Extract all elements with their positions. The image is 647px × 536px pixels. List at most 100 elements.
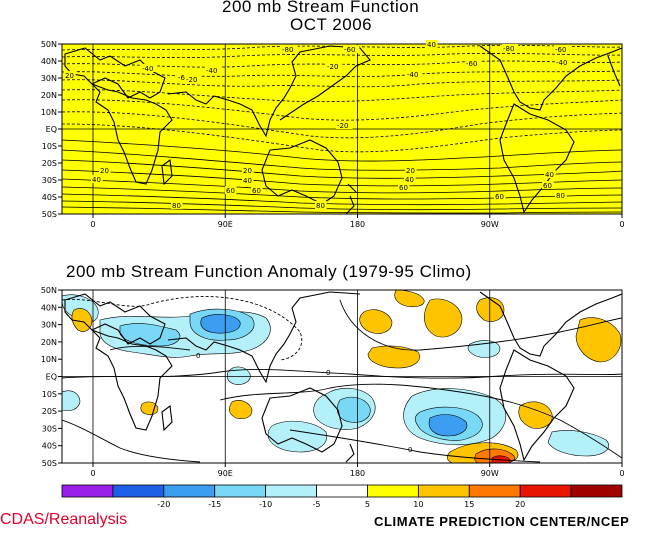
contour-label: 0 (408, 446, 412, 454)
anomaly-region (367, 345, 420, 369)
lat-label: 30S (42, 424, 57, 433)
contour-label: -20 (186, 76, 197, 84)
colorbar-label: -10 (259, 500, 272, 509)
contour-label: 60 (399, 184, 408, 192)
lat-label: 10S (42, 142, 57, 151)
anomaly-region (226, 366, 251, 385)
lat-label: 40S (42, 193, 57, 202)
lon-label: 180 (350, 469, 365, 478)
anomaly-region (267, 420, 328, 453)
bottom-grid (62, 290, 622, 463)
lon-label: 90E (218, 220, 233, 229)
colorbar-label: -20 (157, 500, 170, 509)
anomaly-region (428, 414, 468, 437)
contour-label: 20 (65, 72, 74, 80)
colorbar-swatch (163, 484, 216, 498)
anomaly-region (424, 298, 463, 338)
lon-label: 180 (350, 220, 365, 229)
contour-label: 40 (405, 176, 414, 184)
contour-label: 80 (316, 202, 325, 210)
lat-label: EQ (46, 125, 57, 134)
top-title-line2: OCT 2006 (290, 15, 373, 34)
lat-label: EQ (46, 373, 57, 382)
colorbar-label: 5 (365, 500, 370, 509)
lat-label: 20S (42, 407, 57, 416)
contour-label: -60 (344, 46, 355, 54)
cdas-reanalysis-credit: CDAS/Reanalysis (0, 511, 128, 528)
contour-label: 20 (243, 167, 252, 175)
anomaly-region (518, 401, 553, 429)
lat-label: 40S (42, 442, 57, 451)
contour-label: -60 (178, 74, 189, 82)
contour-label: -80 (503, 45, 514, 53)
colorbar-label: -5 (313, 500, 321, 509)
lon-label: 90E (218, 469, 233, 478)
anomaly-map: 0 0 0 50N 40N 30N 20N 10N EQ 10S 20S 30S 40S 50S 0 90… (41, 286, 625, 478)
contour-label: 60 (543, 182, 552, 190)
stream-function-map: -80 -60 -40 -60 -40 -20 -40 -60 -80 -60 -40 -20 -20 2… (41, 40, 625, 229)
contour-label: 80 (172, 202, 181, 210)
contour-label: 80 (556, 192, 565, 200)
contour-label: 40 (545, 171, 554, 179)
colorbar-swatch (468, 484, 521, 498)
lat-label: 50N (41, 40, 57, 49)
negative-contours (62, 45, 622, 153)
colorbar-swatch (265, 484, 317, 498)
contour-label: 40 (427, 41, 436, 49)
contour-label: 0 (196, 352, 200, 360)
anomaly-fills (62, 290, 622, 463)
colorbar-label: 10 (413, 500, 423, 509)
lat-label: 30N (41, 321, 57, 330)
anomaly-region (575, 317, 622, 363)
coastlines-bottom (64, 291, 622, 463)
contour-label: 40 (243, 177, 252, 185)
contour-label: -40 (142, 65, 153, 73)
contour-label: -60 (466, 60, 477, 68)
lat-label: 10N (41, 355, 57, 364)
contour-label: -60 (555, 46, 566, 54)
anomaly-region (62, 390, 81, 412)
lat-label: 20N (41, 338, 57, 347)
contour-label: 60 (252, 187, 261, 195)
contour-label: -80 (282, 46, 293, 54)
contour-label: 40 (92, 176, 101, 184)
anomaly-region (359, 309, 393, 334)
contour-label: -20 (337, 122, 348, 130)
lat-label: 10N (41, 108, 57, 117)
colorbar-label: 15 (464, 500, 474, 509)
contour-label: 20 (406, 167, 415, 175)
lat-label: 50S (42, 459, 57, 468)
colorbar-swatch (417, 484, 470, 498)
lat-label: 50S (42, 210, 57, 219)
colorbar-swatch (61, 484, 114, 498)
colorbar-swatch (112, 484, 165, 498)
coastlines-top (64, 45, 622, 214)
lat-label: 10S (42, 390, 57, 399)
lon-label: 0 (90, 469, 95, 478)
contour-label: -40 (407, 71, 418, 79)
colorbar-swatch (519, 484, 572, 498)
anomaly-region (394, 290, 425, 308)
anomaly-region (337, 396, 371, 423)
contour-label: 60 (226, 187, 235, 195)
lat-label: 20S (42, 159, 57, 168)
lat-label: 30N (41, 74, 57, 83)
contour-label: -20 (327, 63, 338, 71)
lat-label: 40N (41, 303, 57, 312)
lon-label: 0 (619, 220, 624, 229)
contour-label: -40 (206, 67, 217, 75)
colorbar-label: -15 (208, 500, 221, 509)
anomaly-region (200, 314, 241, 334)
colorbar-swatch (367, 484, 419, 498)
colorbar-swatch (570, 484, 623, 498)
contour-label: 20 (100, 167, 109, 175)
lat-label: 30S (42, 176, 57, 185)
lon-label: 90W (481, 220, 499, 229)
lat-label: 40N (41, 57, 57, 66)
lon-label: 0 (90, 220, 95, 229)
cpc-ncep-credit: CLIMATE PREDICTION CENTER/NCEP (374, 514, 630, 529)
colorbar-swatch (214, 484, 267, 498)
color-scale-bar (61, 484, 623, 498)
lat-label: 20N (41, 91, 57, 100)
